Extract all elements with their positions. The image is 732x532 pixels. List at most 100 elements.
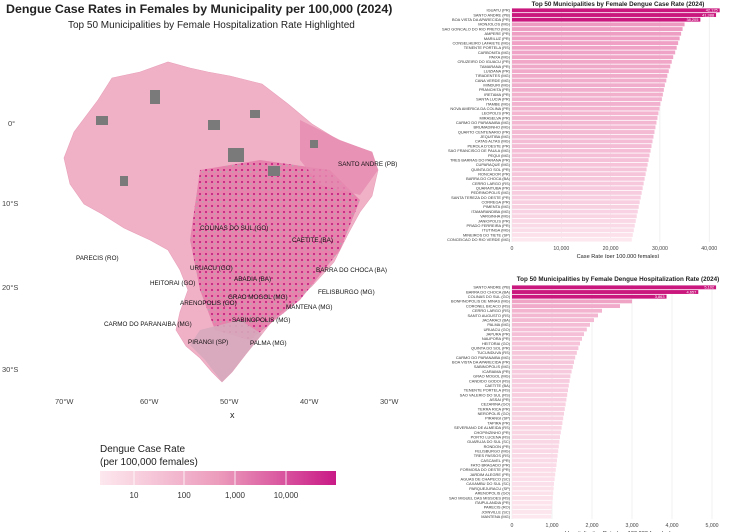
municipality-label: ARENOPOLIS (GO) bbox=[180, 300, 237, 307]
category-label: CRUZEIRO DO IGUACU (PR) bbox=[457, 59, 510, 64]
municipality-label: GRAO MOGOL (MG) bbox=[228, 294, 288, 301]
bar bbox=[512, 214, 637, 219]
municipality-label: PARECIS (RO) bbox=[76, 255, 119, 262]
bar bbox=[512, 116, 658, 120]
category-label: MONJOLOS (MG) bbox=[478, 22, 510, 27]
bar bbox=[512, 449, 559, 454]
municipality-label: CAETITE (BA) bbox=[292, 237, 333, 244]
category-label: CORONEL BICACO (RS) bbox=[466, 303, 511, 308]
bar bbox=[512, 172, 646, 177]
category-label: FORMOSA DO OESTE (PR) bbox=[460, 467, 510, 472]
bar bbox=[512, 393, 568, 397]
bar bbox=[512, 41, 679, 46]
category-label: PORTO LUCENA (RS) bbox=[471, 434, 511, 439]
municipality-label: SABINOPOLIS (MG) bbox=[232, 317, 290, 324]
legend-colorbar bbox=[100, 471, 336, 485]
bar bbox=[512, 425, 562, 430]
bar bbox=[512, 505, 552, 510]
x-tick-label: 40,000 bbox=[701, 246, 717, 252]
bar bbox=[512, 204, 639, 209]
bar bbox=[512, 444, 559, 449]
category-label: TAMARANA (PR) bbox=[480, 64, 511, 69]
category-label: CATAS ALTAS (MG) bbox=[475, 139, 511, 144]
bar bbox=[512, 27, 683, 31]
y-tick-label: 30°S bbox=[2, 365, 18, 374]
y-tick-label: 20°S bbox=[2, 283, 18, 292]
category-label: PRANCHITA (PR) bbox=[479, 87, 511, 92]
category-label: ICARAIMA (PR) bbox=[482, 369, 510, 374]
case-rate-bar-chart: Top 50 Municipalities by Female Dengue C… bbox=[442, 1, 720, 258]
municipality-label: HEITORAI (GO) bbox=[150, 280, 195, 287]
bar bbox=[512, 64, 671, 69]
x-tick-label: 5,000 bbox=[706, 523, 719, 529]
category-label: CANDIDO GODOI (RS) bbox=[469, 378, 511, 383]
bar bbox=[512, 374, 571, 379]
value-label: 4,657 bbox=[687, 289, 697, 294]
bar bbox=[512, 304, 620, 308]
bar bbox=[512, 481, 554, 486]
category-label: CUPARAQUE (MG) bbox=[476, 162, 511, 167]
south-region bbox=[190, 320, 262, 382]
category-label: GRAO MOGOL (MG) bbox=[473, 374, 511, 379]
bar bbox=[512, 500, 553, 505]
bar bbox=[512, 219, 636, 223]
legend-title: Dengue Case Rate bbox=[100, 444, 185, 455]
hospitalization-bar-chart: Top 50 Municipalities by Female Dengue H… bbox=[449, 276, 719, 532]
category-label: SANTO ANDRE (PB) bbox=[473, 285, 510, 290]
bar bbox=[512, 102, 661, 106]
y-axis-label: y bbox=[0, 0, 5, 2]
bar bbox=[512, 496, 553, 500]
bar bbox=[512, 209, 638, 214]
no-data-patch bbox=[150, 90, 160, 104]
municipality-label: CARMO DO PARANAIBA (MG) bbox=[104, 321, 192, 328]
y-tick-label: 10°S bbox=[2, 199, 18, 208]
category-label: PALMA (MG) bbox=[487, 322, 510, 327]
category-label: BOA VISTA DA APARECIDA (PR) bbox=[452, 360, 511, 365]
no-data-patch bbox=[250, 110, 260, 118]
bar bbox=[512, 78, 667, 83]
bar bbox=[512, 407, 565, 411]
category-label: IGUATU (PR) bbox=[487, 8, 511, 13]
bar bbox=[512, 223, 635, 228]
category-label: BONFINOPOLIS DE MINAS (MG) bbox=[451, 299, 511, 304]
bar bbox=[512, 472, 556, 477]
bar bbox=[512, 45, 677, 50]
bar bbox=[512, 228, 634, 233]
municipality-label: URUACU (GO) bbox=[190, 265, 233, 272]
bar bbox=[512, 318, 594, 323]
bar bbox=[512, 463, 557, 468]
bar bbox=[512, 120, 657, 125]
no-data-patch bbox=[96, 116, 108, 125]
bar bbox=[512, 430, 561, 435]
category-label: TERRA RICA (PR) bbox=[478, 406, 511, 411]
category-label: SAO GONCALO DO RIO PRETO (MG) bbox=[442, 26, 511, 31]
bar bbox=[512, 195, 641, 200]
category-label: LUIZIANA (PR) bbox=[484, 69, 511, 74]
category-label: PIMENTA (MG) bbox=[483, 204, 510, 209]
category-label: QUINTA DO SOL (PR) bbox=[471, 167, 511, 172]
bar bbox=[512, 200, 640, 205]
category-label: PIRANGI (SP) bbox=[485, 416, 511, 421]
category-label: AMPERE (PR) bbox=[484, 31, 510, 36]
bar bbox=[512, 346, 579, 351]
category-label: TRES PASSOS (RS) bbox=[474, 453, 511, 458]
bar bbox=[512, 190, 642, 195]
bar bbox=[512, 308, 602, 313]
bar bbox=[512, 327, 587, 332]
category-label: PRADO FERREIRA (PR) bbox=[467, 223, 511, 228]
bar bbox=[512, 167, 647, 172]
bar bbox=[512, 17, 701, 22]
page-subtitle: Top 50 Municipalities by Female Hospital… bbox=[68, 20, 355, 31]
category-label: PEROLA D'OESTE (PR) bbox=[468, 143, 511, 148]
bar bbox=[512, 290, 699, 294]
category-label: BOA VISTA DA APARECIDA (PR) bbox=[452, 17, 511, 22]
category-label: SANTA LUCIA (PR) bbox=[476, 97, 511, 102]
category-label: SAO MIGUEL DAS MISSOES (RS) bbox=[449, 495, 511, 500]
no-data-patch bbox=[208, 120, 220, 130]
category-label: CAETITE (BA) bbox=[485, 383, 511, 388]
municipality-label: MANTENA (MG) bbox=[286, 304, 333, 311]
category-label: LEOPOLIS (PR) bbox=[482, 111, 511, 116]
bar bbox=[512, 144, 652, 148]
category-label: CARMO DO PARANAIBA (MG) bbox=[456, 120, 511, 125]
bar bbox=[512, 402, 566, 407]
